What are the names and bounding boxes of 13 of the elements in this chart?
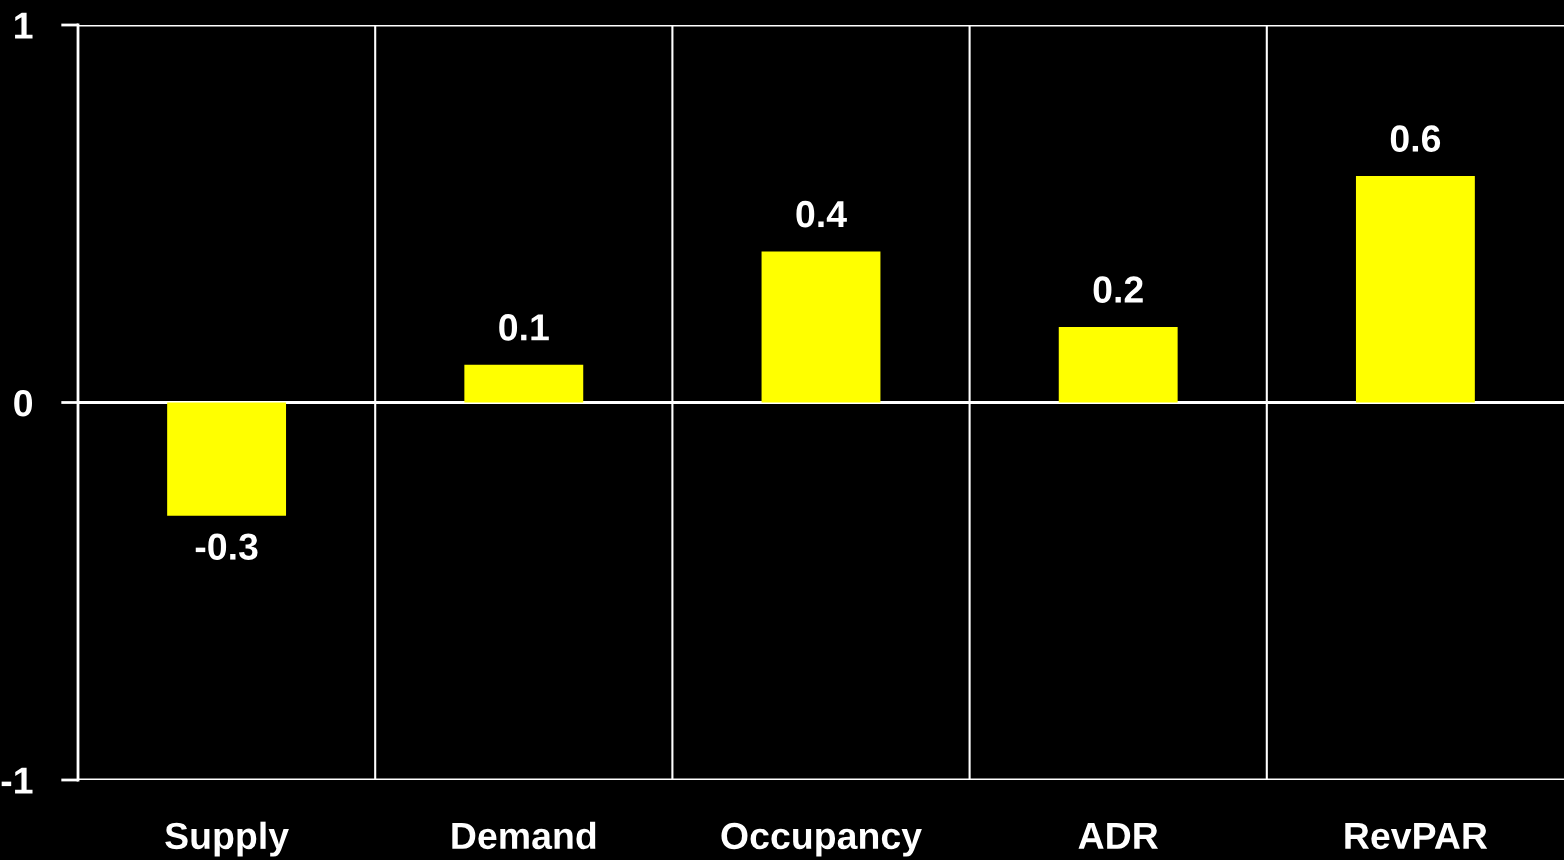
x-tick-label: Occupancy (721, 822, 922, 857)
y-tick-label: -1 (1, 767, 33, 794)
data-label: 0.6 (1390, 125, 1441, 152)
x-tick-label: Demand (452, 821, 596, 850)
x-tick-label: ADR (1078, 823, 1159, 849)
y-tick-label: 1 (15, 12, 33, 39)
x-tick-label: Supply (165, 821, 289, 857)
data-label: 0.4 (796, 200, 847, 228)
data-label: 0.1 (499, 314, 549, 341)
data-label: -0.3 (195, 533, 258, 561)
data-label: 0.2 (1093, 276, 1143, 303)
y-tick-label: 0 (14, 389, 33, 417)
x-tick-label: RevPAR (1345, 823, 1488, 850)
